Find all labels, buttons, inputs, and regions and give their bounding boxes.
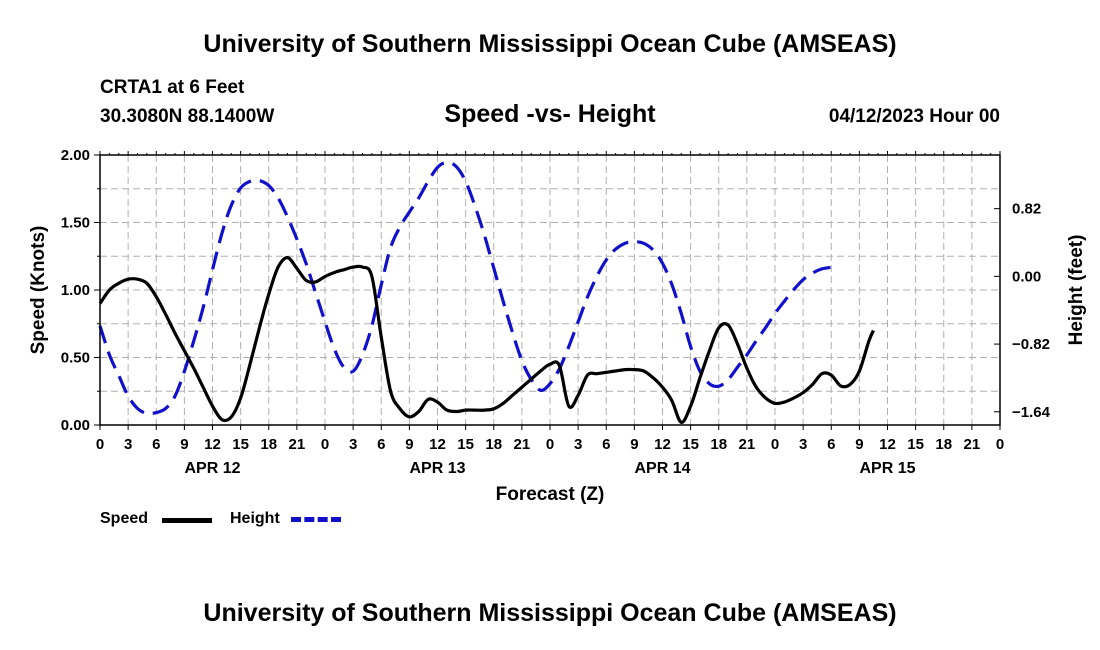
day-label: APR 15 (859, 460, 915, 477)
x-tick-label: 6 (152, 436, 160, 453)
x-tick-label: 12 (879, 436, 896, 453)
speed-series-line (98, 256, 875, 424)
x-tick-label: 15 (457, 436, 474, 453)
y2-tick-label: 0.00 (1012, 268, 1041, 285)
x-tick-label: 3 (799, 436, 807, 453)
height-series-line (98, 160, 836, 416)
y-tick-label: 2.00 (61, 147, 90, 164)
x-tick-label: 6 (377, 436, 385, 453)
y2-tick-label: −1.64 (1012, 404, 1051, 421)
x-tick-label: 18 (485, 436, 502, 453)
legend-speed-swatch (162, 518, 212, 523)
x-tick-label: 12 (429, 436, 446, 453)
x-tick-label: 15 (232, 436, 249, 453)
x-tick-label: 21 (739, 436, 756, 453)
y2-tick-label: 0.82 (1012, 201, 1041, 218)
x-tick-label: 9 (855, 436, 863, 453)
y2-axis-title: Height (feet) (1066, 235, 1087, 346)
grid (100, 155, 1000, 425)
day-label: APR 14 (634, 460, 690, 477)
series-layer (98, 160, 875, 424)
x-tick-label: 21 (289, 436, 306, 453)
y-axis-title: Speed (Knots) (28, 226, 49, 355)
forecast-datestamp: 04/12/2023 Hour 00 (828, 106, 1000, 127)
x-tick-label: 12 (204, 436, 221, 453)
x-tick-label: 3 (349, 436, 357, 453)
x-tick-label: 9 (405, 436, 413, 453)
axes: 0 3 6 9 12 15 18 21 0 3 6 9 12 15 18 21 0 3 6 9 12 15 18 21 0 3 6 9… (28, 147, 1087, 505)
x-tick-label: 15 (682, 436, 699, 453)
x-tick-label: 0 (321, 436, 329, 453)
chart-title: University of Southern Mississippi Ocean… (203, 30, 897, 58)
day-label: APR 13 (409, 460, 465, 477)
day-label: APR 12 (184, 460, 240, 477)
legend-height-label: Height (230, 510, 280, 527)
x-axis-title: Forecast (Z) (496, 484, 605, 505)
x-tick-label: 0 (96, 436, 104, 453)
x-tick-label: 21 (514, 436, 531, 453)
station-coordinates: 30.3080N 88.1400W (100, 106, 275, 127)
x-tick-label: 0 (546, 436, 554, 453)
x-tick-label: 18 (710, 436, 727, 453)
chart-subtitle: Speed -vs- Height (444, 100, 656, 128)
x-tick-label: 3 (574, 436, 582, 453)
station-label: CRTA1 at 6 Feet (100, 77, 245, 98)
x-tick-label: 18 (935, 436, 952, 453)
y-tick-label: 0.50 (61, 350, 90, 367)
x-tick-label: 0 (996, 436, 1004, 453)
y-tick-label: 1.00 (61, 282, 90, 299)
legend-height-swatch (291, 517, 341, 522)
y2-tick-label: −0.82 (1012, 336, 1050, 353)
x-tick-label: 3 (124, 436, 132, 453)
x-tick-label: 12 (654, 436, 671, 453)
y-tick-label: 0.00 (61, 417, 90, 434)
legend-speed-label: Speed (100, 510, 149, 527)
y-tick-label: 1.50 (61, 215, 90, 232)
x-tick-label: 0 (771, 436, 779, 453)
x-tick-label: 18 (260, 436, 277, 453)
x-tick-label: 21 (964, 436, 981, 453)
x-tick-label: 9 (180, 436, 188, 453)
x-tick-label: 6 (827, 436, 835, 453)
x-tick-label: 9 (630, 436, 638, 453)
footer-title: University of Southern Mississippi Ocean… (203, 599, 897, 627)
x-tick-label: 15 (907, 436, 924, 453)
x-tick-label: 6 (602, 436, 610, 453)
